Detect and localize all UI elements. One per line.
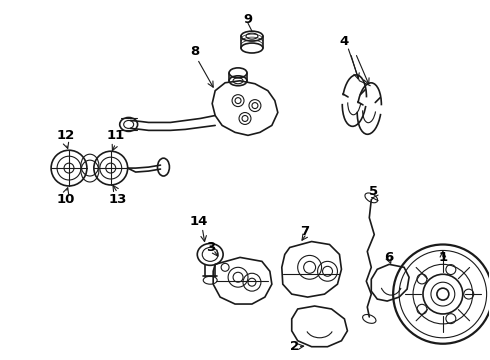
- Text: 12: 12: [57, 129, 75, 142]
- Text: 5: 5: [368, 185, 378, 198]
- Text: 9: 9: [244, 13, 252, 26]
- Text: 6: 6: [385, 251, 394, 264]
- Text: 1: 1: [439, 251, 447, 264]
- Text: 2: 2: [290, 340, 299, 353]
- Text: 3: 3: [206, 241, 215, 254]
- Text: 8: 8: [191, 45, 200, 58]
- Text: 4: 4: [340, 35, 349, 48]
- Text: 14: 14: [189, 215, 207, 228]
- Text: 10: 10: [57, 193, 75, 206]
- Text: 7: 7: [300, 225, 309, 238]
- Text: 13: 13: [109, 193, 127, 206]
- Text: 11: 11: [107, 129, 125, 142]
